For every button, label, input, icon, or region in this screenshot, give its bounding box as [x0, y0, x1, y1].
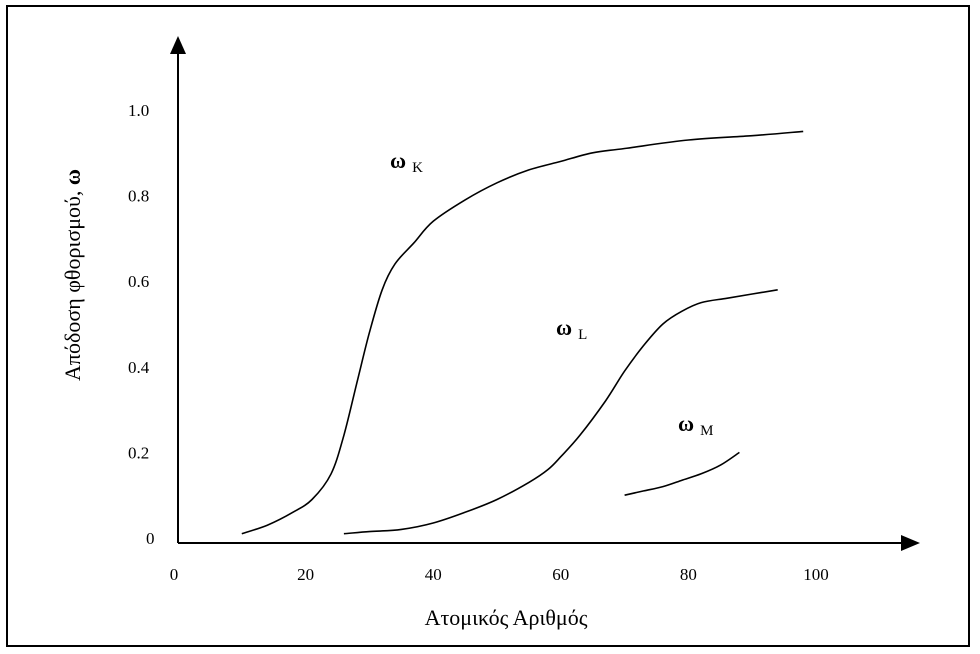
x-axis-arrow [901, 535, 920, 551]
y-tick-label: 1.0 [128, 101, 149, 120]
y-axis-arrow [170, 36, 186, 54]
y-tick-label: 0 [146, 529, 155, 548]
x-axis-title: Ατομικός Αριθμός [425, 605, 588, 630]
y-axis-title-symbol: ω [60, 169, 85, 185]
x-tick-label: 60 [552, 565, 569, 584]
x-tick-label: 80 [680, 565, 697, 584]
series-label-symbol: ω [678, 411, 694, 436]
series-label-symbol: ω [390, 148, 406, 173]
series-label-subscript: L [578, 327, 587, 343]
series-labels: ω Kω Lω M [390, 148, 713, 439]
x-tick-label: 100 [803, 565, 829, 584]
x-tick-label: 20 [297, 565, 314, 584]
y-tick-labels: 0 0.2 0.4 0.6 0.8 1.0 [128, 101, 155, 548]
x-tick-label: 40 [425, 565, 442, 584]
curve-m [624, 451, 740, 496]
curves [241, 130, 804, 535]
curve-k [241, 130, 804, 535]
y-tick-label: 0.8 [128, 187, 149, 206]
chart-frame [6, 5, 970, 647]
series-label-subscript: M [700, 423, 713, 439]
series-label-symbol: ω [556, 315, 572, 340]
series-label-subscript: K [412, 160, 423, 176]
curve-l [343, 289, 778, 535]
y-tick-label: 0.4 [128, 358, 150, 377]
y-axis-title-main: Απόδοση φθορισμού, [60, 185, 85, 381]
axes [170, 36, 920, 551]
x-tick-labels: 0 20 40 60 80 100 [170, 565, 829, 584]
x-tick-label: 0 [170, 565, 179, 584]
y-tick-label: 0.6 [128, 272, 149, 291]
y-axis-title: Απόδοση φθορισμού, ω [60, 169, 85, 381]
y-tick-label: 0.2 [128, 443, 149, 462]
